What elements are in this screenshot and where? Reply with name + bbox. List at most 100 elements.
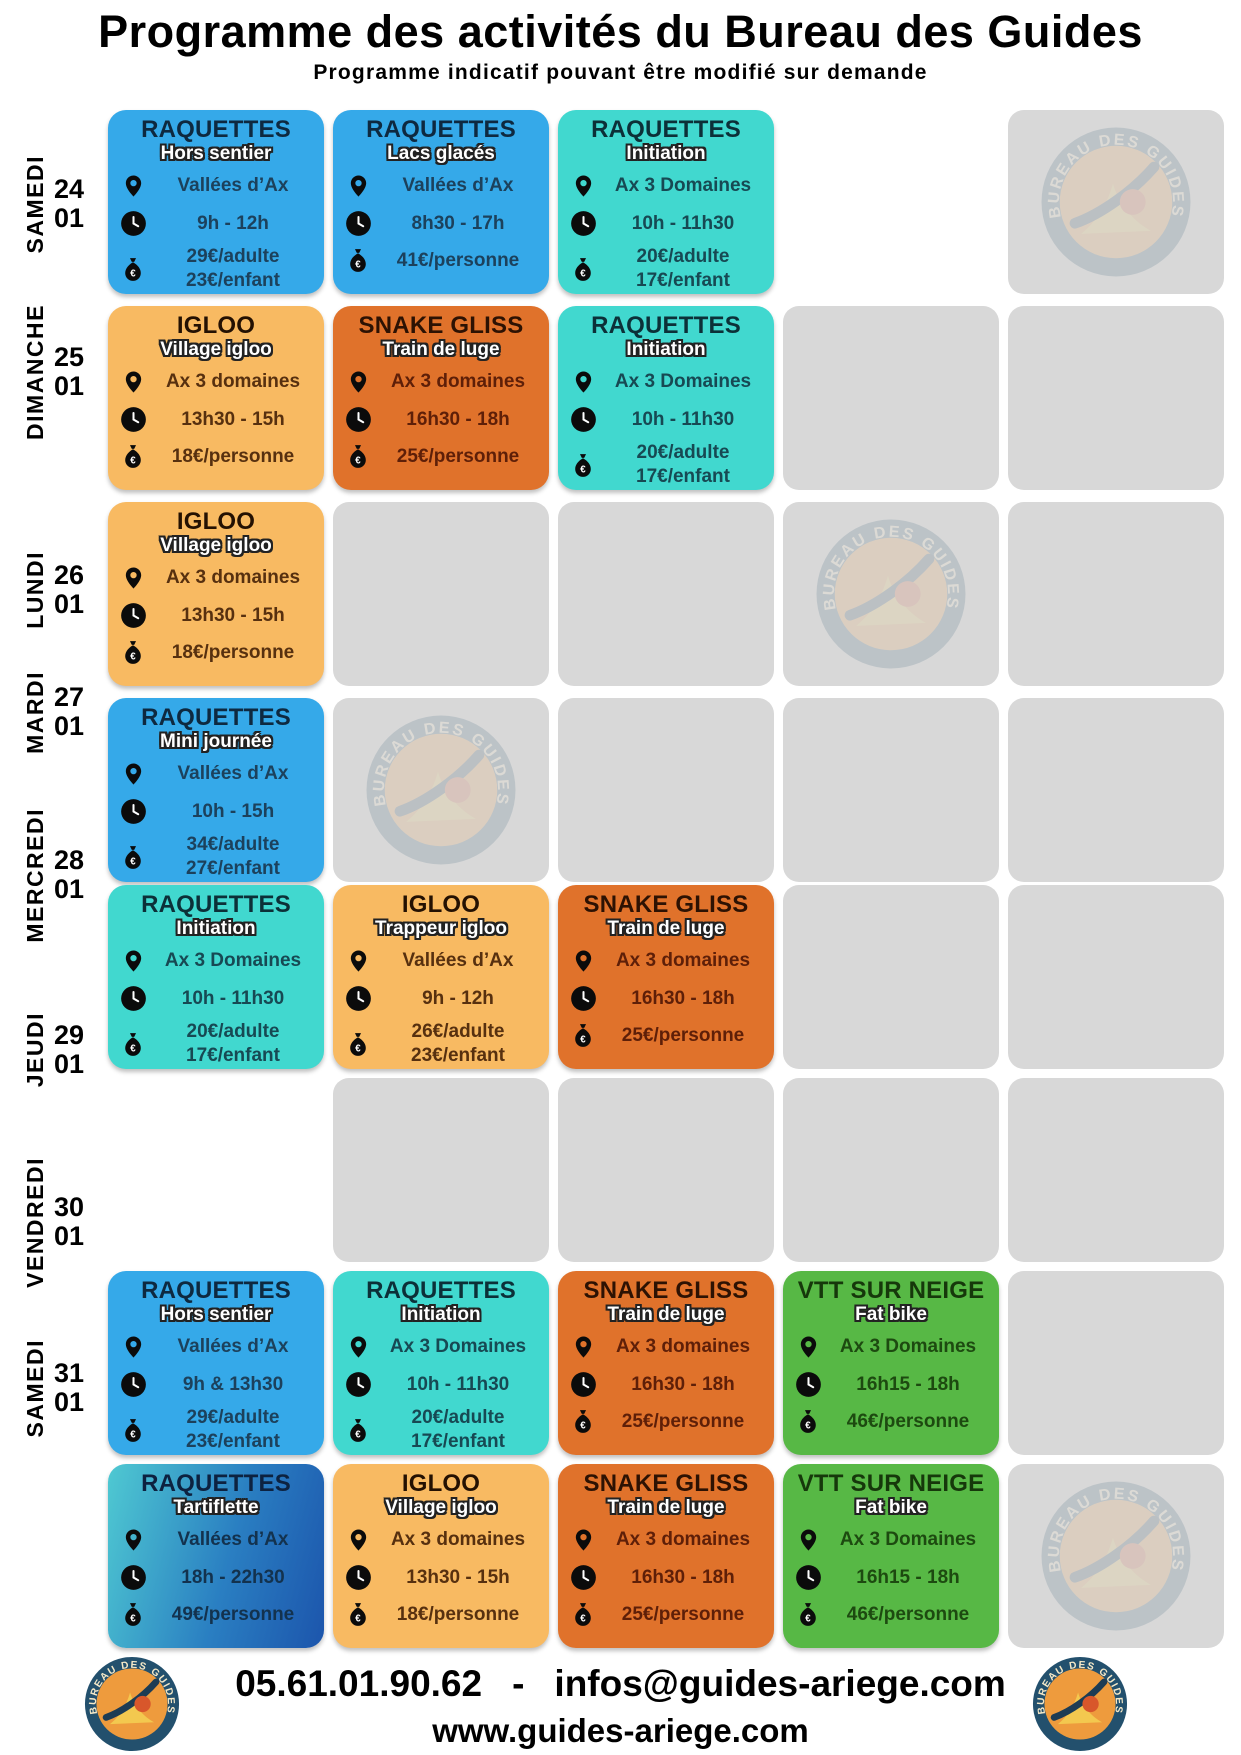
day-name: VENDREDI bbox=[21, 1156, 48, 1288]
card-subtitle: Train de luge bbox=[382, 339, 500, 361]
day-label-samedi-31: SAMEDI 31 01 bbox=[2, 1318, 104, 1458]
card-location-row: Ax 3 domaines bbox=[566, 1525, 766, 1555]
location-pin-icon bbox=[125, 371, 141, 393]
card-prices: 46€/personne bbox=[825, 1603, 991, 1626]
card-location-row: Ax 3 domaines bbox=[341, 367, 541, 397]
grid-cell bbox=[1008, 1271, 1224, 1455]
card-time: 9h & 13h30 bbox=[182, 1373, 284, 1395]
day-name: MARDI bbox=[21, 670, 48, 754]
card-location: Vallées d’Ax bbox=[402, 175, 514, 197]
activity-card: SNAKE GLISS Train de luge Ax 3 domaines 16h… bbox=[333, 306, 549, 490]
header: Programme des activités du Bureau des Gu… bbox=[0, 6, 1241, 85]
day-date: 25 01 bbox=[54, 342, 84, 401]
price-icon: € bbox=[341, 441, 375, 471]
card-location: Ax 3 Domaines bbox=[389, 1336, 527, 1358]
empty-slot bbox=[558, 502, 774, 686]
empty-slot bbox=[783, 885, 999, 1069]
card-subtitle: Tartiflette bbox=[173, 1497, 259, 1519]
svg-text:€: € bbox=[130, 1429, 136, 1440]
bureau-des-guides-logo: BUREAU DES GUIDES bbox=[1032, 1656, 1128, 1752]
card-location-row: Ax 3 domaines bbox=[341, 1525, 541, 1555]
card-time: 10h - 11h30 bbox=[631, 212, 735, 234]
day-date-month: 01 bbox=[53, 874, 85, 904]
card-subtitle: Initiation bbox=[401, 1304, 481, 1326]
empty-slot bbox=[1008, 1078, 1224, 1262]
location-pin-icon bbox=[575, 1529, 591, 1551]
price-icon: € bbox=[125, 1603, 141, 1627]
day-name: SAMEDI bbox=[21, 154, 48, 254]
activity-card: RAQUETTES Tartiflette Vallées d’Ax 18h - 22… bbox=[108, 1464, 324, 1648]
card-price-row: €25€/personne bbox=[341, 441, 541, 471]
card-location: Ax 3 Domaines bbox=[839, 1529, 977, 1551]
card-time-row: 18h - 22h30 bbox=[116, 1564, 316, 1591]
location-pin-icon bbox=[125, 763, 141, 785]
card-subtitle: Train de luge bbox=[607, 1497, 725, 1519]
day-date-number: 29 bbox=[53, 1019, 85, 1050]
grid-cell: RAQUETTES Hors sentier Vallées d’Ax 9h & 13… bbox=[108, 1271, 324, 1455]
activity-card: IGLOO Village igloo Ax 3 domaines 13h30 - 1… bbox=[108, 306, 324, 490]
day-name: LUNDI bbox=[21, 551, 48, 629]
empty-slot: BUREAU DES GUIDES bbox=[1008, 1464, 1224, 1648]
card-time-row: 13h30 - 15h bbox=[116, 406, 316, 433]
card-location: Vallées d’Ax bbox=[177, 1529, 289, 1551]
card-location: Vallées d’Ax bbox=[177, 763, 289, 785]
card-time-row: 16h30 - 18h bbox=[566, 1371, 766, 1398]
clock-icon bbox=[120, 603, 146, 629]
grid-cell: RAQUETTES Tartiflette Vallées d’Ax 18h - 22… bbox=[108, 1464, 324, 1648]
location-pin-icon bbox=[800, 1336, 816, 1358]
svg-text:€: € bbox=[355, 260, 361, 271]
card-title: IGLOO bbox=[401, 1470, 481, 1497]
activity-card: VTT SUR NEIGE Fat bike Ax 3 Domaines 16h15 … bbox=[783, 1271, 999, 1455]
location-pin-icon bbox=[350, 1529, 366, 1551]
card-time: 8h30 - 17h bbox=[411, 212, 505, 234]
grid-cell bbox=[1008, 698, 1224, 882]
day-date-month: 01 bbox=[53, 711, 85, 741]
empty-slot bbox=[1008, 885, 1224, 1069]
card-title: RAQUETTES bbox=[366, 116, 516, 143]
day-date-number: 24 bbox=[53, 173, 85, 204]
clock-icon bbox=[345, 986, 371, 1012]
empty-slot bbox=[333, 1078, 549, 1262]
card-time: 16h30 - 18h bbox=[631, 987, 735, 1009]
card-location-row: Ax 3 domaines bbox=[116, 563, 316, 593]
clock-icon bbox=[116, 1371, 150, 1398]
activity-card: IGLOO Village igloo Ax 3 domaines 13h30 - 1… bbox=[108, 502, 324, 686]
card-subtitle: Lacs glacés bbox=[387, 143, 495, 165]
clock-icon bbox=[120, 1565, 146, 1591]
grid-cell bbox=[333, 502, 549, 686]
card-subtitle: Train de luge bbox=[607, 918, 725, 940]
card-time: 9h - 12h bbox=[197, 212, 269, 234]
grid-cell: SNAKE GLISS Train de luge Ax 3 domaines 16h… bbox=[558, 885, 774, 1069]
card-location-row: Vallées d’Ax bbox=[341, 171, 541, 201]
card-prices: 18€/personne bbox=[150, 445, 316, 468]
empty-slot: BUREAU DES GUIDES bbox=[1008, 110, 1224, 294]
card-time: 16h15 - 18h bbox=[856, 1566, 960, 1588]
clock-icon bbox=[566, 406, 600, 433]
card-location-row: Ax 3 Domaines bbox=[791, 1332, 991, 1362]
price-icon: € bbox=[566, 1599, 600, 1629]
price-icon: € bbox=[125, 445, 141, 469]
card-title: SNAKE GLISS bbox=[583, 1470, 749, 1497]
day-date: 30 01 bbox=[54, 1192, 84, 1251]
card-time: 16h30 - 18h bbox=[631, 1373, 735, 1395]
svg-text:€: € bbox=[580, 268, 586, 279]
day-name: SAMEDI bbox=[21, 1338, 48, 1438]
clock-icon bbox=[120, 799, 146, 825]
card-subtitle: Trappeur igloo bbox=[375, 918, 507, 940]
day-label-mardi-27: MARDI 27 01 bbox=[2, 642, 104, 782]
card-location: Ax 3 domaines bbox=[615, 950, 751, 972]
card-time: 13h30 - 15h bbox=[181, 408, 285, 430]
card-time-row: 16h15 - 18h bbox=[791, 1371, 991, 1398]
card-price: 18€/personne bbox=[171, 641, 295, 663]
clock-icon bbox=[570, 407, 596, 433]
grid-cell: RAQUETTES Initiation Ax 3 Domaines 10h - 11… bbox=[558, 306, 774, 490]
footer-website: www.guides-ariege.com bbox=[432, 1712, 809, 1749]
svg-text:€: € bbox=[355, 1429, 361, 1440]
svg-text:€: € bbox=[805, 1421, 811, 1432]
price-icon: € bbox=[566, 1020, 600, 1050]
card-price: 20€/adulte bbox=[636, 246, 730, 268]
card-location-row: Ax 3 domaines bbox=[566, 1332, 766, 1362]
grid-cell: VTT SUR NEIGE Fat bike Ax 3 Domaines 16h15 … bbox=[783, 1271, 999, 1455]
price-icon: € bbox=[116, 1415, 150, 1445]
card-title: RAQUETTES bbox=[591, 312, 741, 339]
